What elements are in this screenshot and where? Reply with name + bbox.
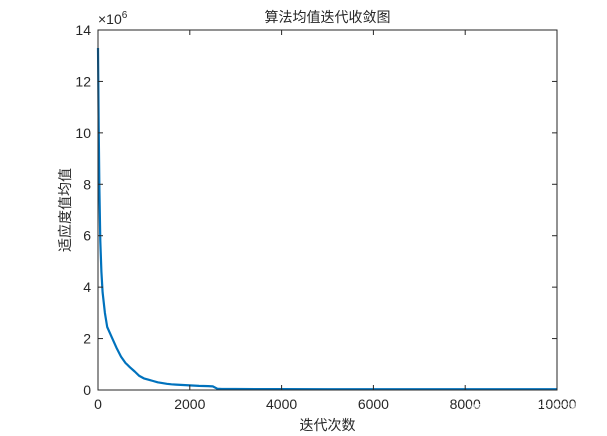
y-tick-label-7: 14 [75, 22, 91, 38]
series-line-0 [96, 47, 557, 391]
y-axis-ticks: 0 2 4 6 8 10 12 14 [75, 22, 557, 398]
x-tick-label-4: 8000 [450, 396, 481, 412]
y-tick-label-5: 10 [75, 125, 91, 141]
series-layer [96, 47, 557, 391]
x-tick-label-5: 10000 [538, 396, 577, 412]
x-axis-label: 迭代次数 [300, 418, 356, 434]
plot-area [98, 30, 557, 390]
y-exponent-label: ×106 [98, 10, 128, 27]
y-tick-label-1: 2 [83, 331, 91, 347]
x-tick-label-0: 0 [94, 396, 102, 412]
x-tick-label-2: 4000 [266, 396, 297, 412]
y-exponent-base: ×10 [98, 11, 122, 27]
x-tick-label-3: 6000 [358, 396, 389, 412]
y-exponent-power: 6 [122, 10, 128, 21]
watermark: 知乎 @算法与建模 [470, 401, 595, 419]
chart-title: 算法均值迭代收敛图 [265, 10, 391, 26]
y-tick-label-3: 6 [83, 228, 91, 244]
y-tick-label-4: 8 [83, 176, 91, 192]
y-tick-label-0: 0 [83, 382, 91, 398]
y-tick-label-2: 4 [83, 279, 91, 295]
y-axis-label: 适应度值均值 [57, 168, 74, 252]
plot-frame [97, 29, 558, 391]
y-tick-label-6: 12 [75, 73, 91, 89]
x-axis-ticks: 0 2000 4000 6000 8000 10000 [94, 30, 577, 412]
x-tick-label-1: 2000 [174, 396, 205, 412]
